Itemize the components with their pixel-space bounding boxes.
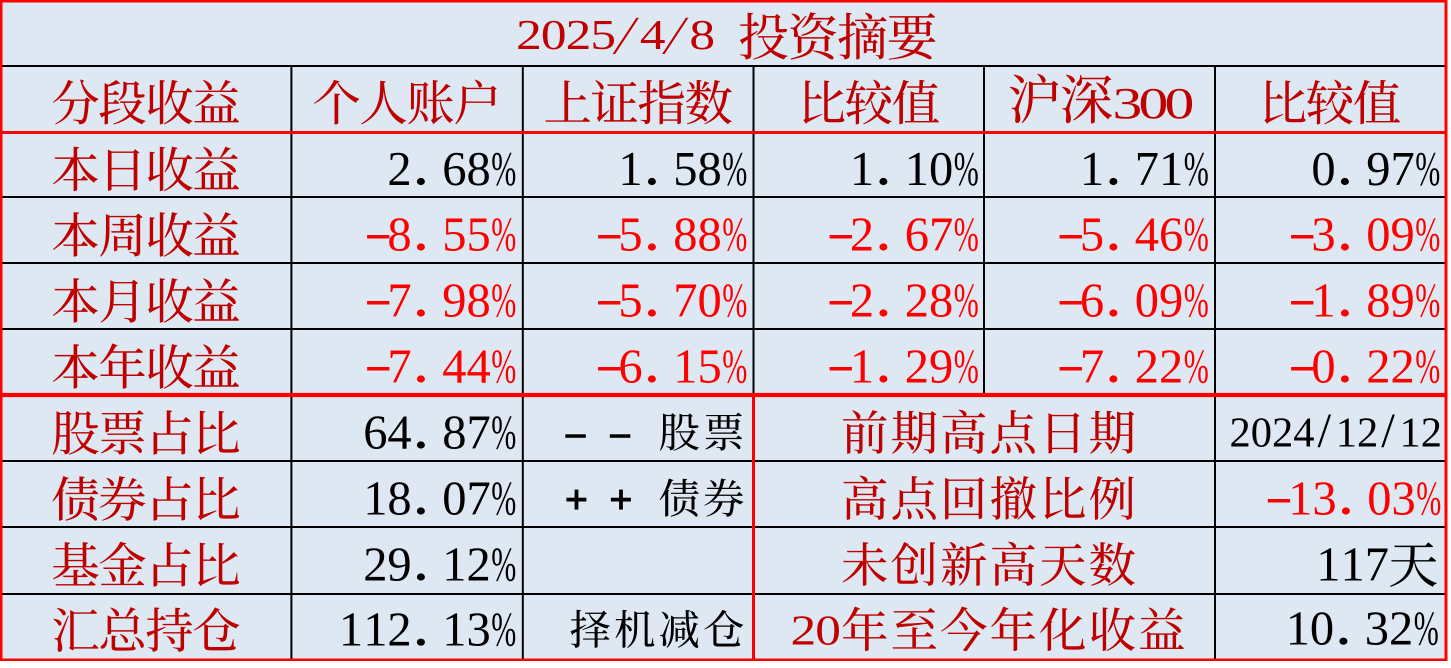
svg-text:%: % xyxy=(954,207,979,261)
svg-text:%: % xyxy=(1415,339,1440,393)
svg-text:0: 0 xyxy=(1311,340,1335,393)
svg-text:0: 0 xyxy=(1311,143,1335,196)
svg-text:7: 7 xyxy=(387,340,411,393)
svg-text:117: 117 xyxy=(1316,538,1389,591)
svg-text:7: 7 xyxy=(387,274,411,327)
svg-text:22: 22 xyxy=(1366,340,1415,393)
svg-text:/: / xyxy=(1381,403,1395,458)
svg-text:03: 03 xyxy=(1367,472,1416,525)
svg-text:18: 18 xyxy=(363,472,411,525)
svg-text:4: 4 xyxy=(640,12,666,59)
svg-text:%: % xyxy=(491,471,516,525)
svg-text:%: % xyxy=(491,602,516,656)
svg-text:13: 13 xyxy=(1288,472,1336,525)
svg-text:88: 88 xyxy=(673,208,722,261)
svg-text:1: 1 xyxy=(1080,143,1104,196)
svg-text:5: 5 xyxy=(618,274,642,327)
svg-text:87: 87 xyxy=(442,406,491,459)
svg-text:58: 58 xyxy=(673,143,722,196)
svg-text:%: % xyxy=(491,339,516,393)
svg-text:%: % xyxy=(1415,273,1440,327)
svg-text:%: % xyxy=(722,273,747,327)
svg-text:29: 29 xyxy=(363,538,411,591)
svg-text:07: 07 xyxy=(442,472,491,525)
svg-text:71: 71 xyxy=(1135,143,1183,196)
svg-text:%: % xyxy=(1184,207,1209,261)
svg-text:6: 6 xyxy=(1080,274,1104,327)
svg-text:1: 1 xyxy=(1311,274,1335,327)
svg-text:2: 2 xyxy=(387,143,411,196)
svg-text:/: / xyxy=(1318,403,1332,458)
svg-text:2025: 2025 xyxy=(516,12,616,59)
svg-text:6: 6 xyxy=(618,340,642,393)
svg-text:64: 64 xyxy=(363,406,411,459)
svg-text:44: 44 xyxy=(442,340,491,393)
svg-text:09: 09 xyxy=(1135,274,1183,327)
svg-text:%: % xyxy=(491,273,516,327)
svg-text:2: 2 xyxy=(850,208,874,261)
svg-text:%: % xyxy=(491,207,516,261)
svg-text:5: 5 xyxy=(618,208,642,261)
svg-text:%: % xyxy=(954,273,979,327)
svg-text:20: 20 xyxy=(791,608,841,655)
svg-text:98: 98 xyxy=(442,274,491,327)
svg-text:12: 12 xyxy=(442,538,491,591)
svg-text:8: 8 xyxy=(387,208,411,261)
svg-text:70: 70 xyxy=(673,274,722,327)
svg-text:%: % xyxy=(722,142,747,196)
svg-text:%: % xyxy=(954,142,979,196)
svg-text:29: 29 xyxy=(905,340,953,393)
svg-text:97: 97 xyxy=(1366,143,1415,196)
svg-text:67: 67 xyxy=(905,208,953,261)
svg-text:%: % xyxy=(722,207,747,261)
svg-text:09: 09 xyxy=(1366,208,1415,261)
svg-text:300: 300 xyxy=(1113,79,1195,128)
svg-text:%: % xyxy=(1184,273,1209,327)
svg-text:1: 1 xyxy=(850,143,874,196)
svg-text:2: 2 xyxy=(850,274,874,327)
svg-text:3: 3 xyxy=(1311,208,1335,261)
svg-text:%: % xyxy=(1416,471,1441,525)
svg-text:12: 12 xyxy=(1336,410,1378,457)
svg-text:89: 89 xyxy=(1366,274,1415,327)
svg-text:1: 1 xyxy=(850,340,874,393)
svg-text:8: 8 xyxy=(689,12,715,59)
svg-text:10: 10 xyxy=(1286,603,1334,656)
svg-text:5: 5 xyxy=(1080,208,1104,261)
svg-text:%: % xyxy=(722,339,747,393)
svg-text:46: 46 xyxy=(1135,208,1183,261)
svg-text:112: 112 xyxy=(339,604,412,657)
svg-text:12: 12 xyxy=(1400,410,1443,457)
svg-text:%: % xyxy=(1415,142,1440,196)
svg-text:%: % xyxy=(491,537,516,591)
svg-text:7: 7 xyxy=(1080,340,1104,393)
svg-text:%: % xyxy=(1184,339,1209,393)
svg-text:2024: 2024 xyxy=(1230,410,1315,457)
svg-text:10: 10 xyxy=(905,143,954,196)
svg-text:1: 1 xyxy=(618,143,642,196)
svg-text:%: % xyxy=(491,142,516,196)
svg-text:%: % xyxy=(954,339,979,393)
svg-text:%: % xyxy=(1415,207,1440,261)
svg-text:%: % xyxy=(491,405,516,459)
svg-text:15: 15 xyxy=(673,340,722,393)
svg-text:22: 22 xyxy=(1135,340,1183,393)
svg-text:28: 28 xyxy=(905,274,953,327)
svg-text:%: % xyxy=(1414,601,1439,655)
svg-text:32: 32 xyxy=(1365,603,1413,656)
svg-text:%: % xyxy=(1184,142,1209,196)
svg-text:13: 13 xyxy=(442,604,491,657)
svg-text:55: 55 xyxy=(442,208,491,261)
svg-text:68: 68 xyxy=(442,143,491,196)
